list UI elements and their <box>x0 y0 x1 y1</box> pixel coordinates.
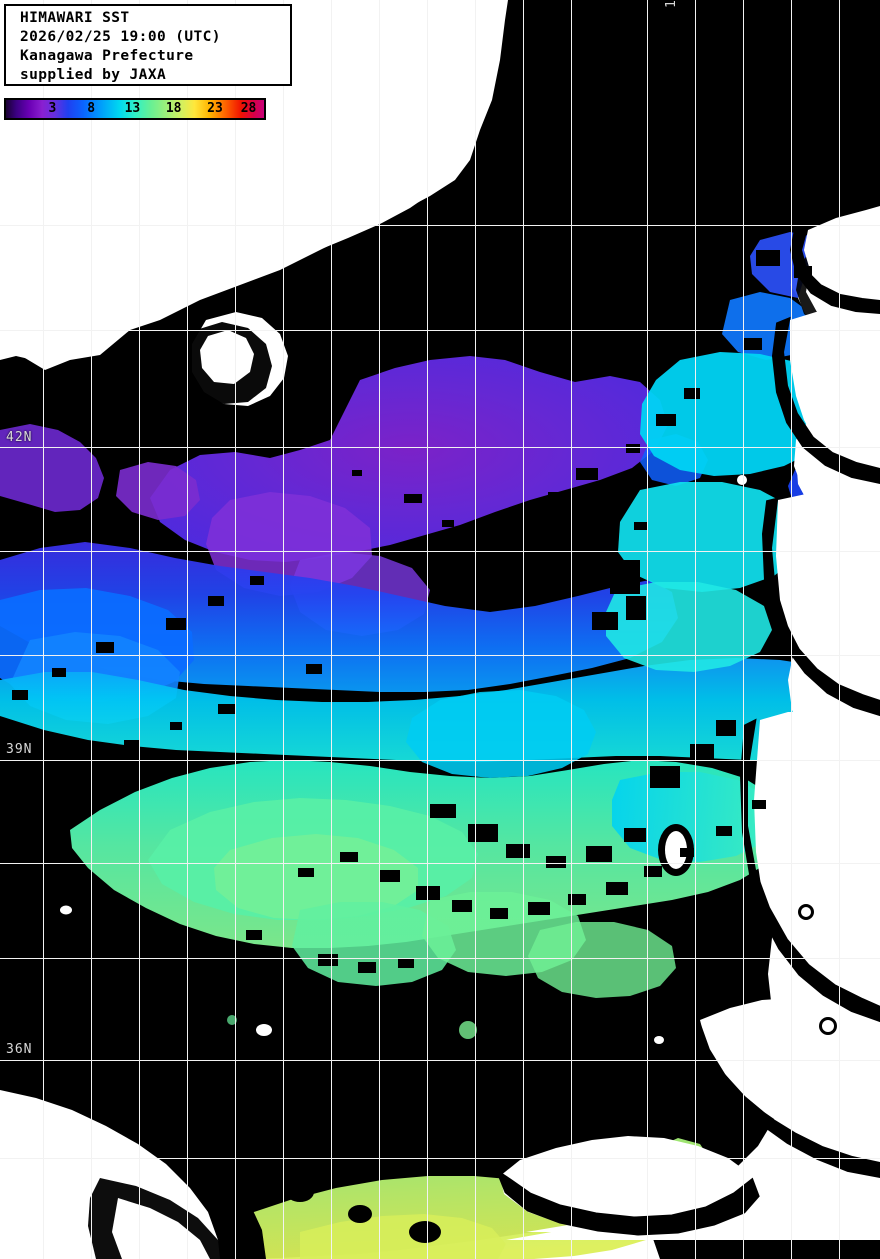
colorbar-tick-8: 8 <box>87 101 96 116</box>
info-timestamp: 2026/02/25 19:00 (UTC) <box>20 29 221 45</box>
colorbar-tick-3: 3 <box>48 101 57 116</box>
info-region: Kanagawa Prefecture <box>20 48 194 64</box>
colorbar-tick-labels: 3 8 13 18 23 28 <box>6 100 264 118</box>
info-attribution: supplied by JAXA <box>20 67 167 83</box>
colorbar-tick-23: 23 <box>207 101 223 116</box>
colorbar: 3 8 13 18 23 28 <box>4 98 266 120</box>
colorbar-gradient <box>6 100 264 118</box>
colorbar-tick-13: 13 <box>124 101 141 116</box>
info-title: HIMAWARI SST <box>20 10 130 26</box>
colorbar-tick-28: 28 <box>240 101 257 116</box>
colorbar-tick-18: 18 <box>165 101 182 116</box>
info-box: HIMAWARI SST 2026/02/25 19:00 (UTC) Kana… <box>4 4 292 86</box>
